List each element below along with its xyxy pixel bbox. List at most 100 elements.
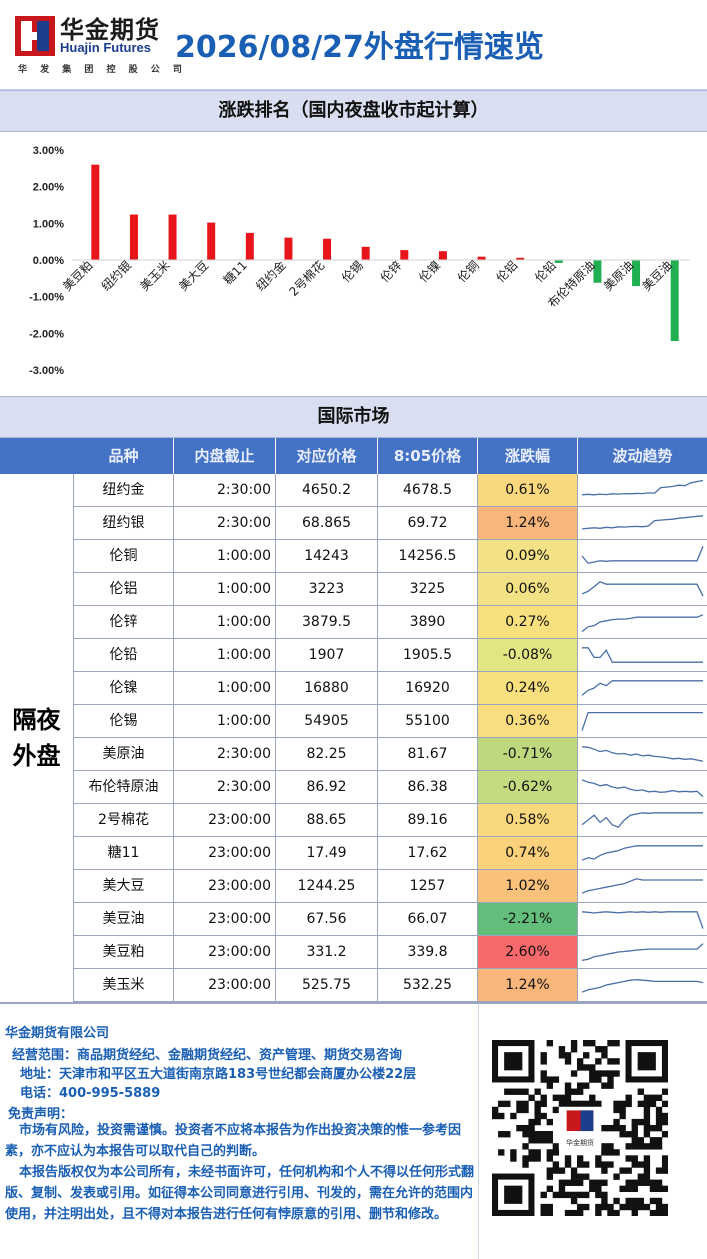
category-label: 伦铝 [493,258,521,286]
footer-business-scope: 经营范围：商品期货经纪、金融期货经纪、资产管理、期货交易咨询 [12,1048,403,1063]
variety-cell: 伦锡 [74,705,174,737]
category-label: 美豆粕 [59,258,95,294]
bar-纽约金 [284,237,293,260]
table-row: 伦锌 1:00:00 3879.5 3890 0.27% [74,606,707,639]
bar-美大豆 [207,222,216,260]
change-cell: -0.71% [478,738,578,770]
header-variety: 品种 [74,438,174,474]
sparkline-path [581,746,704,762]
ranking-bar-chart: 3.00% 2.00% 1.00% 0.00% -1.00% -2.00% -3.00% 美豆… [29,145,690,377]
bar-伦铜 [477,256,486,260]
category-label: 糖11 [220,258,250,288]
change-cell: 0.61% [478,474,578,506]
trend-sparkline [578,705,707,737]
footer-disclaimer-2: 本报告版权仅为本公司所有，未经书面许可，任何机构和个人不得以任何形式翻版、复制、… [5,1165,475,1222]
ref-price-cell: 1907 [276,639,378,671]
table-row: 美大豆 23:00:00 1244.25 1257 1.02% [74,870,707,903]
variety-cell: 伦镍 [74,672,174,704]
qr-logo-text: 华金期货 [566,1138,594,1147]
trend-sparkline [578,936,707,968]
change-cell: 0.58% [478,804,578,836]
table-row: 糖11 23:00:00 17.49 17.62 0.74% [74,837,707,870]
variety-cell: 伦铅 [74,639,174,671]
trend-sparkline [578,573,707,605]
table-row: 美豆油 23:00:00 67.56 66.07 -2.21% [74,903,707,936]
cutoff-cell: 1:00:00 [174,573,276,605]
trend-sparkline [578,540,707,572]
trend-sparkline [578,837,707,869]
sparkline-path [581,711,703,731]
bar-美原油 [632,260,641,287]
change-cell: -0.62% [478,771,578,803]
y-tick-label: -1.00% [29,292,64,304]
ref-price-cell: 16880 [276,672,378,704]
ref-price-cell: 86.92 [276,771,378,803]
qr-code[interactable]: 华金期货 [492,1040,669,1217]
bar-美豆粕 [91,164,100,260]
ranking-section-title: 涨跌排名（国内夜盘收市起计算） [0,90,707,132]
ref-price-cell: 3879.5 [276,606,378,638]
category-label: 美原油 [601,258,636,293]
group-label-line1: 隔夜 [12,706,61,734]
category-label: 纽约银 [98,258,134,294]
cutoff-cell: 2:30:00 [174,771,276,803]
cutoff-cell: 23:00:00 [174,870,276,902]
company-logo-icon [15,16,55,56]
sparkline-path [581,979,704,993]
price-805-cell: 1257 [378,870,478,902]
report-footer: 华金期货有限公司 经营范围：商品期货经纪、金融期货经纪、资产管理、期货交易咨询 … [0,1002,707,1259]
header-cutoff: 内盘截止 [174,438,276,474]
ref-price-cell: 525.75 [276,969,378,1001]
price-805-cell: 1905.5 [378,639,478,671]
report-header: 华金期货 Huajin Futures 华 发 集 团 控 股 公 司 2026… [0,0,707,90]
footer-disclaimer-title: 免责声明： [8,1107,74,1122]
intl-section-title: 国际市场 [0,396,707,438]
footer-address: 地址：天津市和平区五大道街南京路183号世纪都会商厦办公楼22层 [20,1067,417,1082]
change-cell: 0.06% [478,573,578,605]
price-805-cell: 532.25 [378,969,478,1001]
header-change: 涨跌幅 [478,438,578,474]
change-cell: 2.60% [478,936,578,968]
trend-sparkline [578,804,707,836]
ref-price-cell: 68.865 [276,507,378,539]
price-805-cell: 14256.5 [378,540,478,572]
table-row: 纽约金 2:30:00 4650.2 4678.5 0.61% [74,474,707,507]
cutoff-cell: 1:00:00 [174,639,276,671]
table-row: 伦锡 1:00:00 54905 55100 0.36% [74,705,707,738]
variety-cell: 布伦特原油 [74,771,174,803]
change-cell: -0.08% [478,639,578,671]
price-805-cell: 16920 [378,672,478,704]
variety-cell: 2号棉花 [74,804,174,836]
y-tick-label: -2.00% [29,328,64,340]
variety-cell: 美豆粕 [74,936,174,968]
ref-price-cell: 14243 [276,540,378,572]
y-tick-label: 0.00% [33,255,64,267]
sparkline-path [581,911,704,929]
cutoff-cell: 1:00:00 [174,606,276,638]
y-tick-label: 2.00% [33,182,64,194]
group-label-line2: 外盘 [12,742,61,770]
sparkline-path [581,479,704,496]
logo-subtitle: 华 发 集 团 控 股 公 司 [18,65,187,75]
sparkline-path [581,680,703,696]
cutoff-cell: 23:00:00 [174,837,276,869]
table-row: 纽约银 2:30:00 68.865 69.72 1.24% [74,507,707,540]
change-cell: 1.24% [478,969,578,1001]
y-tick-label: 1.00% [33,218,64,230]
category-label: 伦铅 [531,258,559,286]
change-cell: 1.24% [478,507,578,539]
table-row: 美玉米 23:00:00 525.75 532.25 1.24% [74,969,707,1002]
category-label: 美玉米 [137,258,172,293]
price-805-cell: 81.67 [378,738,478,770]
footer-disclaimer-1: 市场有风险，投资需谨慎。投资者不应将本报告为作出投资决策的惟一参考因素，亦不应认… [5,1123,462,1159]
bar-美玉米 [168,214,177,260]
ref-price-cell: 1244.25 [276,870,378,902]
change-cell: 0.09% [478,540,578,572]
category-label: 伦锡 [338,258,366,286]
table-row: 布伦特原油 2:30:00 86.92 86.38 -0.62% [74,771,707,804]
sparkline-path [582,647,703,663]
price-805-cell: 55100 [378,705,478,737]
price-805-cell: 4678.5 [378,474,478,506]
footer-company-name: 华金期货有限公司 [5,1026,110,1041]
table-row: 2号棉花 23:00:00 88.65 89.16 0.58% [74,804,707,837]
